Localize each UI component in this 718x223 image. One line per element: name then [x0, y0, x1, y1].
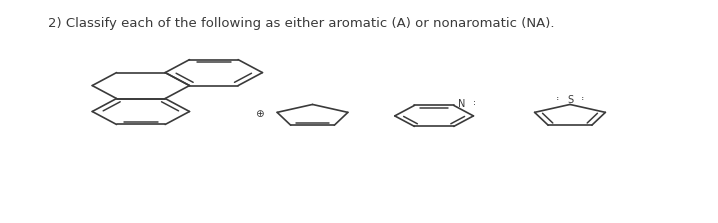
Text: S: S [567, 95, 573, 105]
Text: ·: · [581, 95, 584, 105]
Text: $\oplus$: $\oplus$ [255, 108, 264, 119]
Text: ·: · [581, 93, 584, 103]
Text: ·: · [556, 93, 559, 103]
Text: ·: · [556, 95, 559, 105]
Text: ·: · [473, 97, 476, 107]
Text: ·: · [473, 100, 476, 110]
Text: N: N [458, 99, 465, 109]
Text: 2) Classify each of the following as either aromatic (A) or nonaromatic (NA).: 2) Classify each of the following as eit… [48, 17, 554, 30]
